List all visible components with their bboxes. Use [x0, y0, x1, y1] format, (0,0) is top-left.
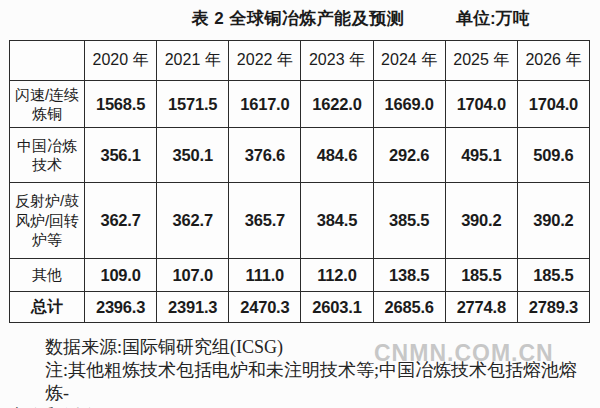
year-header: 2026 年: [517, 41, 589, 81]
table-caption-bar: 表 2 全球铜冶炼产能及预测 单位:万吨: [0, 0, 600, 38]
year-header: 2022 年: [229, 41, 301, 81]
table-row: 总计2396.32391.32470.32603.12685.62774.827…: [10, 292, 590, 323]
value-cell: 362.7: [85, 183, 157, 259]
value-cell: 362.7: [157, 183, 229, 259]
value-cell: 484.6: [301, 128, 373, 183]
value-cell: 109.0: [85, 259, 157, 292]
value-cell: 1622.0: [301, 81, 373, 128]
value-cell: 509.6: [517, 128, 589, 183]
table-row: 中国冶炼技术356.1350.1376.6484.6292.6495.1509.…: [10, 128, 590, 183]
table-row: 闪速/连续炼铜1568.51571.51617.01622.01669.0170…: [10, 81, 590, 128]
value-cell: 2391.3: [157, 292, 229, 323]
value-cell: 2685.6: [373, 292, 445, 323]
header-row: 2020 年2021 年2022 年2023 年2024 年2025 年2026…: [10, 41, 590, 81]
note-line-1: 注:其他粗炼技术包括电炉和未注明技术等;中国冶炼技术包括熔池熔炼-: [8, 359, 596, 405]
value-cell: 384.5: [301, 183, 373, 259]
table-title: 表 2 全球铜冶炼产能及预测: [191, 7, 404, 30]
row-label: 闪速/连续炼铜: [10, 81, 85, 128]
value-cell: 2603.1: [301, 292, 373, 323]
value-cell: 376.6: [229, 128, 301, 183]
value-cell: 112.0: [301, 259, 373, 292]
value-cell: 2396.3: [85, 292, 157, 323]
value-cell: 385.5: [373, 183, 445, 259]
row-label: 其他: [10, 259, 85, 292]
value-cell: 356.1: [85, 128, 157, 183]
table-row: 反射炉/鼓风炉/回转炉等362.7362.7365.7384.5385.5390…: [10, 183, 590, 259]
row-label: 总计: [10, 292, 85, 323]
value-cell: 1704.0: [445, 81, 517, 128]
value-cell: 495.1: [445, 128, 517, 183]
value-cell: 390.2: [445, 183, 517, 259]
value-cell: 138.5: [373, 259, 445, 292]
value-cell: 1571.5: [157, 81, 229, 128]
row-label: 中国冶炼技术: [10, 128, 85, 183]
value-cell: 1669.0: [373, 81, 445, 128]
data-source-note: 数据来源:国际铜研究组(ICSG): [8, 336, 596, 359]
value-cell: 365.7: [229, 183, 301, 259]
value-cell: 185.5: [445, 259, 517, 292]
year-header: 2020 年: [85, 41, 157, 81]
value-cell: 350.1: [157, 128, 229, 183]
copper-capacity-table: 2020 年2021 年2022 年2023 年2024 年2025 年2026…: [9, 40, 590, 323]
value-cell: 1568.5: [85, 81, 157, 128]
table-row: 其他109.0107.0111.0112.0138.5185.5185.5: [10, 259, 590, 292]
corner-cell: [10, 41, 85, 81]
footnotes: 数据来源:国际铜研究组(ICSG) 注:其他粗炼技术包括电炉和未注明技术等;中国…: [8, 336, 596, 408]
value-cell: 390.2: [517, 183, 589, 259]
value-cell: 2789.3: [517, 292, 589, 323]
value-cell: 2470.3: [229, 292, 301, 323]
year-header: 2024 年: [373, 41, 445, 81]
year-header: 2021 年: [157, 41, 229, 81]
row-label: 反射炉/鼓风炉/回转炉等: [10, 183, 85, 259]
value-cell: 185.5: [517, 259, 589, 292]
year-header: 2025 年: [445, 41, 517, 81]
value-cell: 107.0: [157, 259, 229, 292]
value-cell: 1617.0: [229, 81, 301, 128]
value-cell: 1704.0: [517, 81, 589, 128]
year-header: 2023 年: [301, 41, 373, 81]
unit-label: 单位:万吨: [456, 7, 530, 30]
value-cell: 111.0: [229, 259, 301, 292]
value-cell: 292.6: [373, 128, 445, 183]
value-cell: 2774.8: [445, 292, 517, 323]
